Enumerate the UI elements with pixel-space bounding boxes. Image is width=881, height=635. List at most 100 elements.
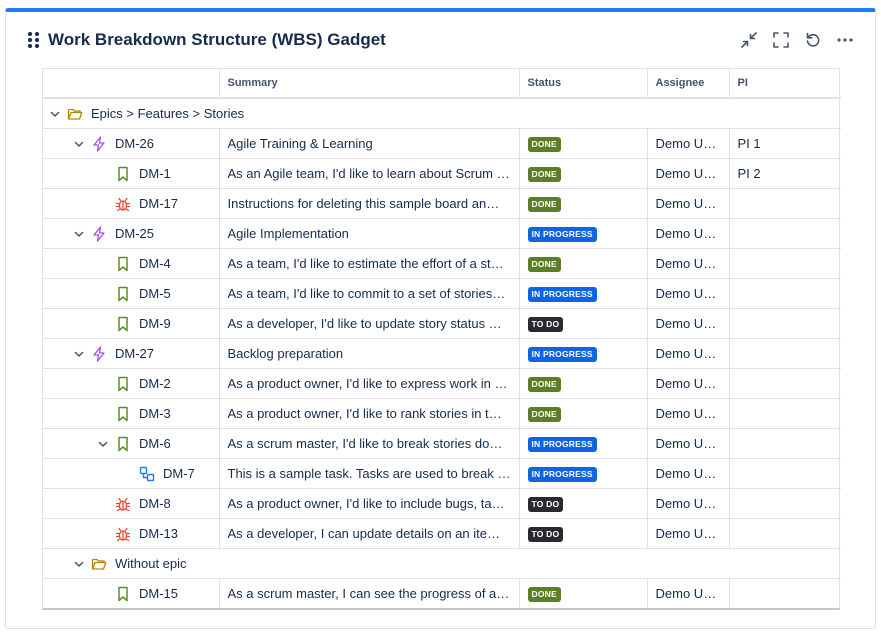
- table-row[interactable]: DM-13 As a developer, I can update detail…: [43, 518, 841, 549]
- summary-cell[interactable]: As a team, I'd like to commit to a set o…: [219, 278, 520, 309]
- column-header-status[interactable]: Status: [519, 69, 648, 99]
- column-header-pi[interactable]: PI: [729, 69, 841, 99]
- summary-cell[interactable]: Agile Implementation: [219, 218, 520, 249]
- issue-key[interactable]: DM-8: [139, 496, 171, 511]
- status-badge[interactable]: IN PROGRESS: [527, 347, 597, 362]
- tree-cell[interactable]: DM-8: [43, 488, 220, 519]
- tree-cell[interactable]: DM-9: [43, 308, 220, 339]
- issue-key[interactable]: DM-26: [115, 136, 155, 151]
- chevron-down-icon[interactable]: [71, 136, 87, 152]
- status-badge[interactable]: IN PROGRESS: [527, 467, 597, 482]
- issue-key[interactable]: DM-27: [115, 346, 155, 361]
- tree-cell[interactable]: DM-7: [43, 458, 220, 489]
- status-badge[interactable]: TO DO: [527, 527, 564, 542]
- table-row[interactable]: DM-25 Agile Implementation IN PROGRESS Demo…: [43, 218, 841, 249]
- chevron-down-icon[interactable]: [71, 346, 87, 362]
- refresh-icon[interactable]: [803, 29, 823, 51]
- summary-cell[interactable]: This is a sample task. Tasks are used to…: [219, 458, 520, 489]
- epic-icon: [91, 225, 107, 242]
- summary-cell[interactable]: Instructions for deleting this sample bo…: [219, 188, 520, 219]
- assignee-cell: Demo User: [647, 278, 730, 309]
- status-badge[interactable]: DONE: [527, 377, 561, 392]
- issue-key[interactable]: DM-15: [139, 586, 179, 601]
- summary-cell[interactable]: Agile Training & Learning: [219, 128, 520, 159]
- table-row[interactable]: DM-26 Agile Training & Learning DONE Demo U…: [43, 128, 841, 159]
- group-row[interactable]: Without epic: [43, 548, 841, 579]
- summary-cell[interactable]: As a product owner, I'd like to rank sto…: [219, 398, 520, 429]
- status-badge[interactable]: TO DO: [527, 497, 564, 512]
- summary-cell[interactable]: As a scrum master, I'd like to break sto…: [219, 428, 520, 459]
- table-row[interactable]: DM-27 Backlog preparation IN PROGRESS Demo …: [43, 338, 841, 369]
- status-badge[interactable]: DONE: [527, 407, 561, 422]
- tree-cell[interactable]: DM-27: [43, 338, 220, 369]
- table-row[interactable]: DM-8 As a product owner, I'd like to incl…: [43, 488, 841, 519]
- assignee-cell: Demo User: [647, 188, 730, 219]
- summary-cell[interactable]: As a developer, I can update details on …: [219, 518, 520, 549]
- table-row[interactable]: DM-5 As a team, I'd like to commit to a s…: [43, 278, 841, 309]
- status-badge[interactable]: IN PROGRESS: [527, 287, 597, 302]
- status-badge[interactable]: IN PROGRESS: [527, 227, 597, 242]
- group-cell[interactable]: Epics > Features > Stories: [43, 98, 841, 129]
- status-badge[interactable]: TO DO: [527, 317, 564, 332]
- fullscreen-icon[interactable]: [771, 29, 791, 51]
- tree-cell[interactable]: DM-26: [43, 128, 220, 159]
- column-header-assignee[interactable]: Assignee: [647, 69, 730, 99]
- issue-key[interactable]: DM-2: [139, 376, 171, 391]
- table-row[interactable]: DM-1 As an Agile team, I'd like to learn …: [43, 158, 841, 189]
- tree-cell[interactable]: DM-17: [43, 188, 220, 219]
- tree-cell[interactable]: DM-1: [43, 158, 220, 189]
- table-body: Epics > Features > Stories DM-26 Agile Tra…: [43, 98, 841, 608]
- status-badge[interactable]: DONE: [527, 137, 561, 152]
- status-badge[interactable]: DONE: [527, 587, 561, 602]
- summary-cell[interactable]: As a product owner, I'd like to express …: [219, 368, 520, 399]
- column-header-summary[interactable]: Summary: [219, 69, 520, 99]
- issue-key[interactable]: DM-7: [163, 466, 195, 481]
- status-badge[interactable]: DONE: [527, 257, 561, 272]
- table-row[interactable]: DM-9 As a developer, I'd like to update s…: [43, 308, 841, 339]
- summary-cell[interactable]: Backlog preparation: [219, 338, 520, 369]
- issue-key[interactable]: DM-9: [139, 316, 171, 331]
- group-row[interactable]: Epics > Features > Stories: [43, 98, 841, 129]
- table-row[interactable]: DM-17 Instructions for deleting this samp…: [43, 188, 841, 219]
- chevron-down-icon[interactable]: [47, 106, 63, 122]
- status-badge[interactable]: DONE: [527, 197, 561, 212]
- tree-cell[interactable]: DM-3: [43, 398, 220, 429]
- issue-key[interactable]: DM-17: [139, 196, 179, 211]
- status-badge[interactable]: IN PROGRESS: [527, 437, 597, 452]
- issue-key[interactable]: DM-5: [139, 286, 171, 301]
- tree-cell[interactable]: DM-6: [43, 428, 220, 459]
- summary-cell[interactable]: As a product owner, I'd like to include …: [219, 488, 520, 519]
- assignee-cell: Demo User: [647, 368, 730, 399]
- table-row[interactable]: DM-15 As a scrum master, I can see the pr…: [43, 578, 841, 608]
- tree-cell[interactable]: DM-2: [43, 368, 220, 399]
- group-cell[interactable]: Without epic: [43, 548, 841, 579]
- summary-cell[interactable]: As a scrum master, I can see the progres…: [219, 578, 520, 608]
- issue-key[interactable]: DM-13: [139, 526, 179, 541]
- table-row[interactable]: DM-7 This is a sample task. Tasks are use…: [43, 458, 841, 489]
- summary-cell[interactable]: As an Agile team, I'd like to learn abou…: [219, 158, 520, 189]
- status-badge[interactable]: DONE: [527, 167, 561, 182]
- issue-key[interactable]: DM-3: [139, 406, 171, 421]
- tree-cell[interactable]: DM-4: [43, 248, 220, 279]
- issue-key[interactable]: DM-6: [139, 436, 171, 451]
- tree-cell[interactable]: DM-25: [43, 218, 220, 249]
- drag-handle-icon[interactable]: [28, 32, 40, 48]
- chevron-down-icon[interactable]: [95, 436, 111, 452]
- chevron-down-icon[interactable]: [71, 556, 87, 572]
- more-icon[interactable]: [835, 29, 855, 51]
- assignee-cell: Demo User: [647, 248, 730, 279]
- tree-cell[interactable]: DM-15: [43, 578, 220, 608]
- summary-cell[interactable]: As a developer, I'd like to update story…: [219, 308, 520, 339]
- tree-cell[interactable]: DM-13: [43, 518, 220, 549]
- issue-key[interactable]: DM-25: [115, 226, 155, 241]
- minimize-icon[interactable]: [739, 29, 759, 51]
- issue-key[interactable]: DM-4: [139, 256, 171, 271]
- table-row[interactable]: DM-4 As a team, I'd like to estimate the …: [43, 248, 841, 279]
- table-row[interactable]: DM-2 As a product owner, I'd like to expr…: [43, 368, 841, 399]
- summary-cell[interactable]: As a team, I'd like to estimate the effo…: [219, 248, 520, 279]
- table-row[interactable]: DM-6 As a scrum master, I'd like to break…: [43, 428, 841, 459]
- issue-key[interactable]: DM-1: [139, 166, 171, 181]
- chevron-down-icon[interactable]: [71, 226, 87, 242]
- tree-cell[interactable]: DM-5: [43, 278, 220, 309]
- table-row[interactable]: DM-3 As a product owner, I'd like to rank…: [43, 398, 841, 429]
